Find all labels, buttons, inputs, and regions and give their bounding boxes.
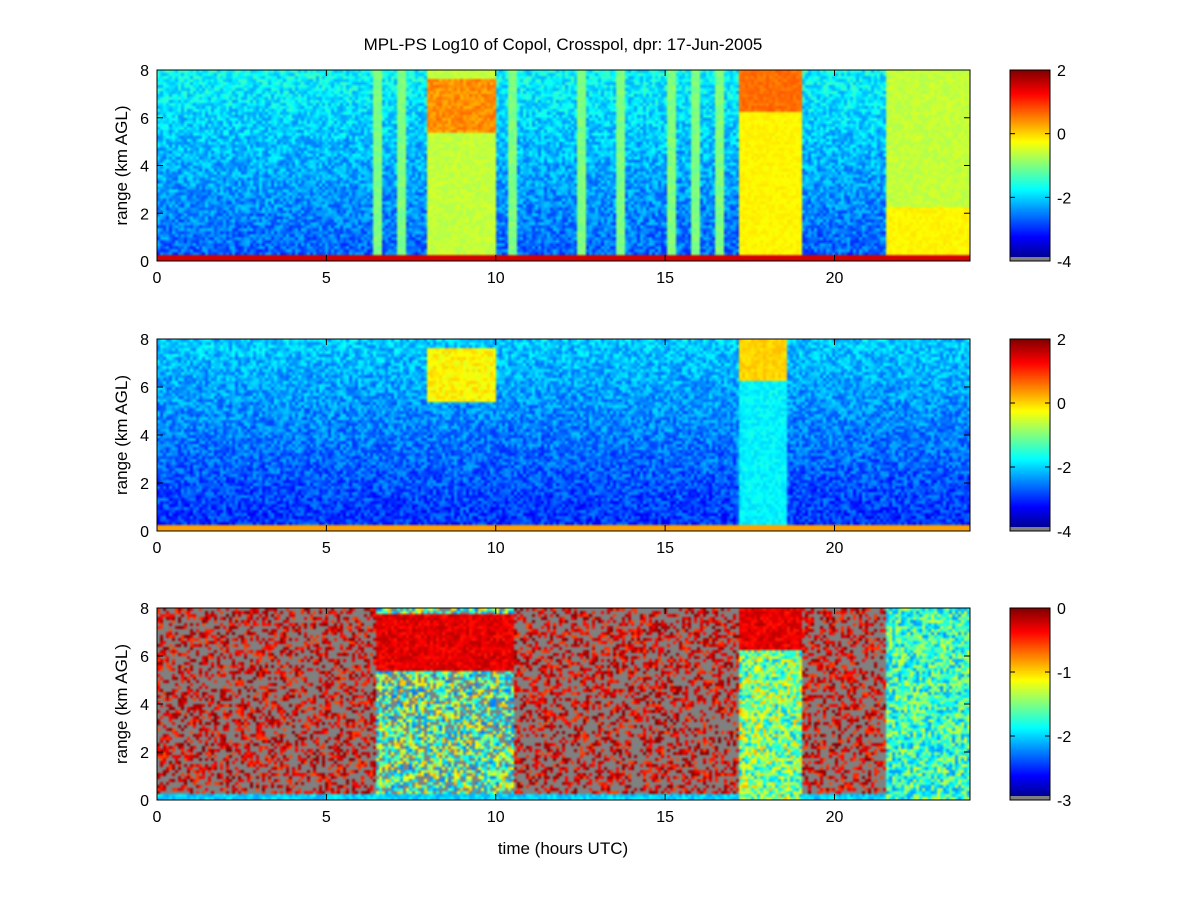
colorbar [1010,608,1050,800]
y-tick-label: 2 [140,206,149,223]
colorbar-tick-label: 2 [1057,332,1066,349]
y-axis-label: range (km AGL) [112,375,131,495]
colorbar-tick-label: 0 [1057,601,1066,618]
heatmap-image [157,608,970,800]
x-axis-label: time (hours UTC) [498,839,628,858]
colorbar-tick-label: -2 [1057,729,1071,746]
y-tick-label: 0 [140,254,149,271]
colorbar-missing-swatch [1010,796,1050,800]
colorbar-frame [1009,607,1051,801]
x-tick-label: 15 [656,540,674,557]
x-tick-label: 5 [322,540,331,557]
colorbar-tick-label: -2 [1057,190,1071,207]
x-tick-label: 10 [487,809,505,826]
colorbar-frame [1009,338,1051,532]
colorbar-frame [1009,69,1051,262]
y-tick-label: 4 [140,428,149,445]
x-tick-label: 0 [153,809,162,826]
y-tick-label: 4 [140,697,149,714]
x-tick-label: 10 [487,270,505,287]
y-tick-label: 2 [140,745,149,762]
panel-3: 0 5 10 15 20 0 2 4 6 8 range (km AGL) 0 -1 -2 -3 [112,601,1071,826]
x-tick-label: 10 [487,540,505,557]
y-tick-label: 8 [140,332,149,349]
colorbar-tick-label: 0 [1057,127,1066,144]
colorbar [1010,339,1050,531]
y-tick-label: 4 [140,159,149,176]
y-tick-label: 2 [140,476,149,493]
colorbar-tick-label: -3 [1057,793,1071,810]
y-tick-label: 8 [140,63,149,80]
y-axis-label: range (km AGL) [112,106,131,226]
figure-title: MPL-PS Log10 of Copol, Crosspol, dpr: 17… [364,35,763,54]
y-tick-label: 6 [140,380,149,397]
y-tick-label: 8 [140,601,149,618]
colorbar-tick-label: -2 [1057,460,1071,477]
colorbar [1010,70,1050,261]
colorbar-missing-swatch [1010,257,1050,261]
x-tick-label: 5 [322,809,331,826]
colorbar-tick-label: -1 [1057,665,1071,682]
x-tick-label: 15 [656,809,674,826]
y-tick-label: 6 [140,649,149,666]
y-axis-label: range (km AGL) [112,644,131,764]
y-tick-label: 6 [140,111,149,128]
colorbar-tick-label: -4 [1057,524,1071,541]
x-tick-label: 5 [322,270,331,287]
x-tick-label: 20 [826,540,844,557]
heatmap-image [157,70,970,261]
y-tick-label: 0 [140,524,149,541]
x-tick-label: 0 [153,540,162,557]
x-tick-label: 0 [153,270,162,287]
heatmap-image [157,339,970,531]
y-tick-label: 0 [140,793,149,810]
x-tick-label: 15 [656,270,674,287]
colorbar-missing-swatch [1010,527,1050,531]
x-tick-label: 20 [826,809,844,826]
colorbar-tick-label: -4 [1057,254,1071,271]
x-tick-label: 20 [826,270,844,287]
colorbar-tick-label: 0 [1057,396,1066,413]
colorbar-tick-label: 2 [1057,63,1066,80]
